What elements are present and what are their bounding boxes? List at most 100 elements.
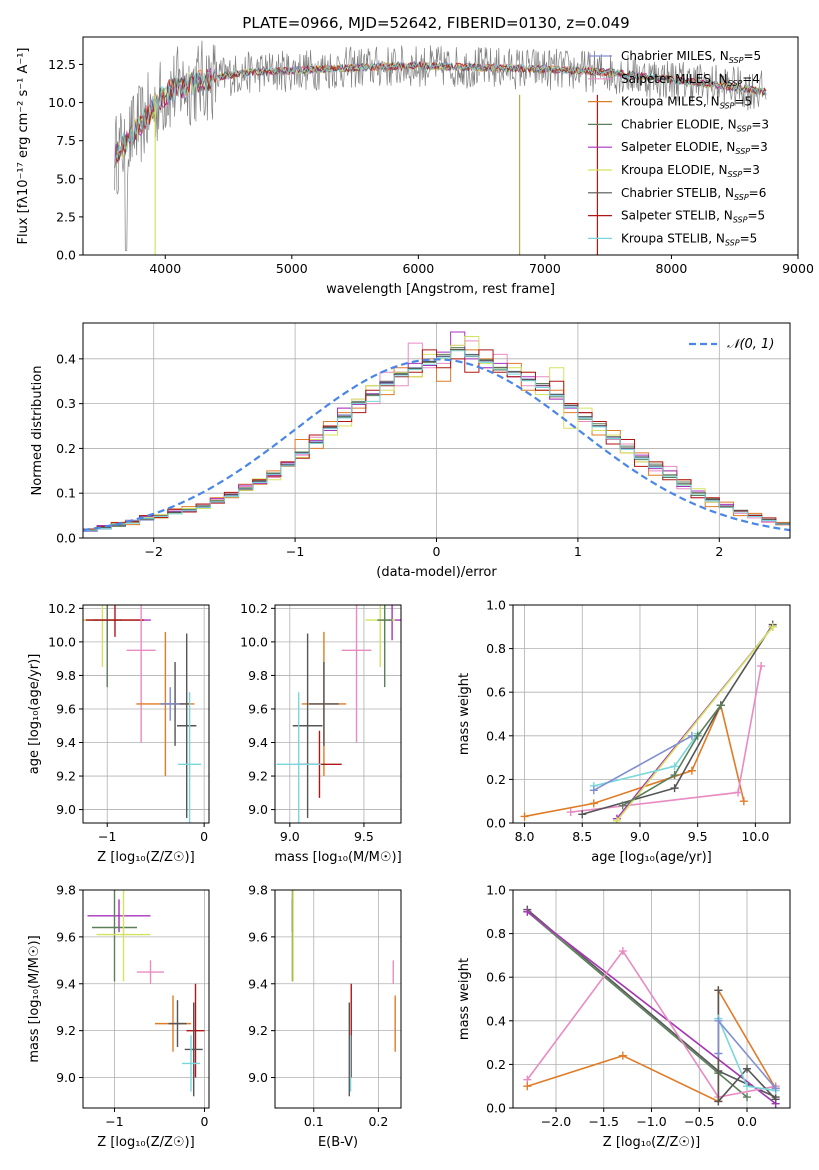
y-tick-label: 9.6 (248, 701, 268, 716)
y-tick-label: 9.6 (248, 929, 268, 944)
series-marker (693, 731, 702, 740)
x-tick-label: 9.0 (280, 829, 300, 844)
errorbar-point (276, 692, 321, 823)
errorbar-point (184, 1002, 203, 1097)
y-tick-label: 10.2 (240, 601, 268, 616)
x-tick-label: 8.0 (515, 829, 535, 844)
errorbar-point (182, 1035, 200, 1092)
legend-label: Chabrier STELIB, NSSP=6 (621, 186, 766, 202)
series-marker (714, 1097, 723, 1106)
x-tick-label: 8.5 (572, 829, 592, 844)
errorbar-point (126, 605, 156, 743)
y-tick-label: 0.2 (486, 772, 506, 787)
y-tick-label: 9.6 (56, 701, 76, 716)
weight-series (612, 622, 777, 823)
y-axis-label: mass weight (457, 958, 472, 1040)
plot-area (87, 890, 205, 1097)
x-tick-label: −1.0 (636, 1114, 666, 1129)
series-marker (618, 947, 627, 956)
normal-curve (83, 358, 790, 532)
x-tick-label: 4000 (149, 261, 181, 276)
x-tick-label: 0 (433, 544, 441, 559)
x-axis-label: Z [log₁₀(Z/Z☉)] (97, 850, 194, 865)
series-marker (714, 986, 723, 995)
x-tick-label: 5000 (276, 261, 308, 276)
model-fit-line (114, 62, 767, 168)
y-tick-label: 9.8 (56, 668, 76, 683)
y-tick-label: 10.0 (48, 634, 76, 649)
observed-spectrum (114, 40, 767, 251)
x-tick-label: 8000 (656, 261, 688, 276)
errorbar-point (96, 890, 151, 982)
axes-frame (82, 889, 210, 1109)
x-tick-label: 9.5 (688, 829, 708, 844)
x-tick-label: 6000 (402, 261, 434, 276)
series-marker (771, 1095, 780, 1104)
y-tick-label: 9.4 (56, 735, 76, 750)
x-tick-label: 0.2 (368, 1114, 388, 1129)
y-tick-label: 9.2 (248, 1023, 268, 1038)
x-axis-label: Z [log₁₀(Z/Z☉)] (603, 1135, 700, 1150)
y-tick-label: 0.2 (486, 1057, 506, 1072)
y-tick-label: 9.4 (56, 976, 76, 991)
plot-area (291, 890, 396, 1097)
y-tick-label: 2.5 (56, 209, 76, 224)
errorbar-point (186, 983, 205, 1078)
series-marker (768, 622, 777, 631)
series-line (622, 704, 722, 807)
panel-age-vs-Z: −1 0 9.0 9.2 9.4 9.6 9.8 10.0 10.2 Z [log₁₀(Z/Z☉)… (27, 601, 210, 865)
axes-frame (82, 604, 210, 824)
y-tick-label: 0.6 (486, 685, 506, 700)
errorbar-point (87, 899, 151, 933)
series-marker (589, 786, 598, 795)
errorbar-point (341, 605, 372, 743)
plot-area (276, 605, 401, 823)
y-tick-label: 0.2 (56, 441, 76, 456)
series-marker (734, 788, 743, 797)
errorbar-point (85, 605, 145, 637)
errorbar-point (168, 1000, 187, 1048)
y-axis-label: mass weight (457, 673, 472, 755)
series-line (526, 911, 777, 1105)
panel-age-vs-mass: 9.0 9.5 9.0 9.2 9.4 9.6 9.8 10.0 10.2 mass [log₁₀… (240, 601, 402, 865)
y-tick-label: 0.0 (486, 816, 506, 831)
axes-frame (274, 604, 402, 824)
x-tick-label: 7000 (529, 261, 561, 276)
y-tick-label: 0.0 (486, 1101, 506, 1116)
x-tick-label: 0.0 (737, 1114, 757, 1129)
legend: 𝒩(0, 1) (689, 337, 774, 352)
legend-label: Chabrier ELODIE, NSSP=3 (621, 117, 769, 133)
series-marker (739, 797, 748, 806)
errorbar-point (292, 633, 323, 818)
legend-label: Kroupa STELIB, NSSP=5 (621, 231, 757, 247)
y-tick-label: 9.0 (248, 802, 268, 817)
series-marker (743, 1093, 752, 1102)
y-tick-label: 9.4 (248, 976, 268, 991)
x-axis-label: mass [log₁₀(M/M☉)] (274, 850, 401, 865)
weight-series (618, 701, 725, 810)
series-marker (670, 784, 679, 793)
series-marker (578, 810, 587, 819)
series-marker (523, 907, 532, 916)
x-axis-label: age [log₁₀(age/yr)] (591, 850, 712, 865)
legend: Chabrier MILES, NSSP=5 Salpeter MILES, NS… (588, 49, 769, 247)
plot-area (83, 605, 202, 823)
axes-frame (512, 604, 791, 824)
series-marker (520, 812, 529, 821)
plot-area (520, 620, 777, 823)
y-tick-label: 9.2 (56, 1023, 76, 1038)
y-tick-label: 0.0 (56, 248, 76, 263)
series-marker (618, 801, 627, 810)
legend-label: Salpeter MILES, NSSP=4 (621, 72, 760, 88)
plot-area (83, 331, 790, 538)
x-tick-label: 0 (200, 829, 208, 844)
y-tick-label: 9.0 (248, 1070, 268, 1085)
y-tick-label: 0.0 (56, 531, 76, 546)
y-tick-label: 10.2 (48, 601, 76, 616)
panel-massweight-vs-age: 8.0 8.5 9.0 9.5 10.0 0.0 0.2 0.4 0.6 0.8 1.0 age [l… (457, 598, 791, 865)
y-axis-label: Normed distribution (30, 366, 45, 496)
x-tick-label: −1 (286, 544, 304, 559)
x-tick-label: 1 (574, 544, 582, 559)
y-tick-label: 0.4 (56, 351, 76, 366)
